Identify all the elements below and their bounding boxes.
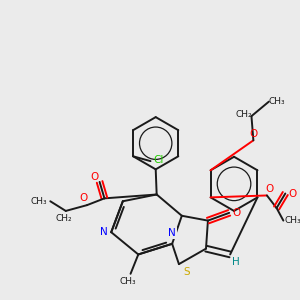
Text: O: O — [249, 129, 257, 139]
Text: Cl: Cl — [153, 155, 164, 165]
Text: H: H — [232, 257, 240, 267]
Text: N: N — [100, 227, 107, 237]
Text: N: N — [168, 228, 176, 238]
Text: O: O — [79, 194, 87, 203]
Text: S: S — [183, 267, 190, 277]
Text: S: S — [183, 267, 190, 277]
Text: CH₃: CH₃ — [119, 277, 136, 286]
Text: CH₂: CH₂ — [236, 110, 252, 119]
Text: O: O — [266, 184, 274, 194]
Text: CH₂: CH₂ — [56, 214, 72, 223]
Text: O: O — [233, 208, 241, 218]
Text: CH₃: CH₃ — [285, 216, 300, 225]
Text: N: N — [100, 227, 107, 237]
Text: O: O — [288, 188, 296, 199]
Text: N: N — [168, 228, 176, 238]
Text: CH₃: CH₃ — [30, 197, 47, 206]
Text: O: O — [91, 172, 99, 182]
Text: CH₃: CH₃ — [268, 97, 285, 106]
